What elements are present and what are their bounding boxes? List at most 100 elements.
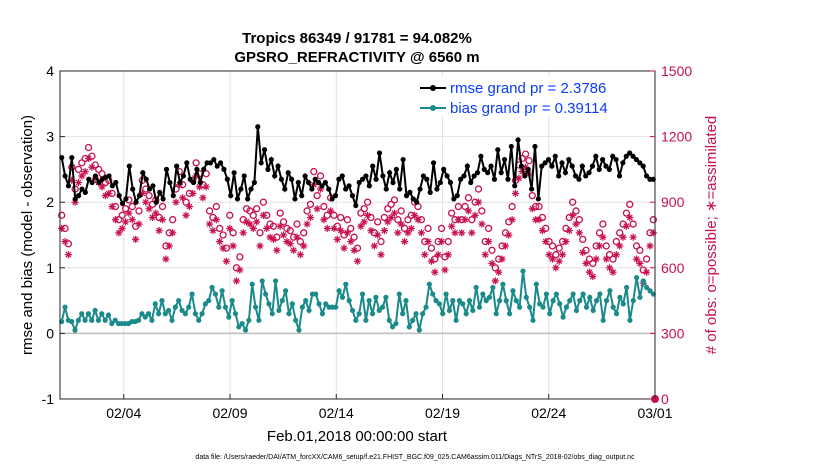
bias-point: [166, 307, 172, 314]
bias-point: [262, 291, 269, 297]
asterisk-stroke: [196, 183, 203, 190]
assimilated-obs-marker: [142, 198, 150, 206]
y-tick-label: 4: [46, 63, 54, 79]
asterisk-stroke: [243, 218, 250, 225]
possible-obs-marker: [612, 237, 620, 246]
assimilated-obs-marker: [249, 224, 257, 233]
rmse-point: [217, 160, 224, 166]
assimilated-obs-marker: [562, 237, 570, 246]
asterisk-stroke: [364, 212, 371, 219]
possible-obs-marker: [300, 229, 308, 237]
rmse-point: [414, 199, 420, 205]
assimilated-obs-marker: [179, 194, 187, 202]
asterisk-stroke: [253, 218, 260, 225]
bias-point: [366, 298, 372, 304]
asterisk-stroke: [146, 205, 153, 212]
possible-obs-marker: [579, 235, 587, 244]
asterisk-stroke: [576, 229, 583, 236]
asterisk-stroke: [210, 227, 216, 234]
legend: rmse grand pr = 2.3786 bias grand pr = 0…: [416, 76, 649, 117]
rmse-point: [610, 153, 616, 159]
bias-point: [620, 301, 626, 307]
possible-obs-marker: [320, 202, 328, 211]
rmse-point: [620, 160, 626, 166]
assimilated-obs-marker: [602, 255, 610, 263]
rmse-point: [322, 179, 328, 186]
possible-obs-marker: [474, 185, 483, 193]
rmse-point: [593, 153, 599, 159]
bias-point: [356, 311, 362, 317]
assimilated-obs-marker: [538, 227, 546, 235]
rmse-point: [387, 170, 393, 176]
assimilated-obs-marker: [98, 183, 106, 191]
bias-point: [323, 301, 329, 307]
asterisk-stroke: [603, 256, 610, 262]
rmse-point: [427, 189, 433, 195]
rmse-point: [282, 186, 288, 192]
bias-point: [383, 294, 389, 300]
assimilated-obs-marker: [582, 259, 590, 268]
asterisk-stroke: [300, 242, 307, 249]
possible-obs-marker: [296, 237, 305, 246]
bias-point: [109, 320, 115, 327]
bias-point: [573, 307, 580, 314]
bias-point: [82, 317, 88, 323]
y-tick-label: 1: [46, 260, 54, 276]
rmse-point: [566, 156, 572, 163]
rmse-point: [312, 176, 318, 182]
possible-obs-marker: [609, 255, 617, 263]
assimilated-obs-marker: [542, 237, 550, 246]
rmse-point: [630, 153, 636, 159]
rmse-point: [623, 153, 629, 159]
asterisk-stroke: [552, 264, 559, 271]
assimilated-obs-marker: [199, 194, 207, 202]
obs-count-layer: [58, 143, 659, 403]
assimilated-obs-marker: [501, 242, 510, 250]
bias-point: [306, 307, 312, 314]
y-tick-label: 0: [46, 325, 54, 341]
possible-obs-marker: [158, 202, 167, 211]
rmse-point: [146, 186, 153, 192]
bias-point: [296, 327, 302, 333]
possible-obs-marker: [595, 229, 604, 237]
assimilated-obs-marker: [185, 202, 194, 211]
bias-point: [286, 311, 292, 317]
possible-obs-marker: [145, 191, 153, 200]
assimilated-obs-marker: [619, 233, 627, 241]
assimilated-obs-marker: [313, 205, 321, 213]
asterisk-stroke: [512, 190, 519, 197]
bias-point: [379, 304, 386, 310]
asterisk-stroke: [579, 249, 586, 256]
assimilated-obs-marker: [296, 251, 304, 259]
bias-point: [523, 294, 529, 300]
assimilated-obs-marker: [448, 222, 456, 230]
legend-rmse-marker: [430, 85, 436, 91]
assimilated-obs-marker: [165, 242, 173, 250]
rmse-point: [613, 156, 619, 163]
rmse-point: [339, 173, 345, 179]
assimilated-obs-marker: [390, 209, 399, 217]
asterisk-stroke: [226, 225, 233, 232]
possible-obs-marker: [444, 237, 452, 246]
asterisk-stroke: [347, 238, 354, 245]
asterisk-stroke: [401, 238, 408, 245]
bias-point: [436, 301, 442, 307]
asterisk-stroke: [260, 212, 267, 219]
assimilated-obs-marker: [347, 237, 355, 246]
asterisk-stroke: [431, 269, 438, 276]
asterisk-stroke: [246, 221, 253, 228]
bias-point: [587, 294, 593, 300]
asterisk-stroke: [462, 216, 469, 223]
series-layer: [59, 124, 656, 333]
y-right-tick-label: 0: [661, 391, 669, 407]
rmse-point: [458, 176, 464, 182]
assimilated-obs-marker: [84, 154, 93, 163]
rmse-point: [309, 186, 315, 192]
possible-obs-marker: [74, 165, 83, 174]
assimilated-obs-marker: [505, 231, 513, 239]
asterisk-stroke: [125, 210, 132, 217]
assimilated-obs-marker: [111, 216, 120, 224]
possible-obs-marker: [572, 207, 580, 215]
assimilated-obs-marker: [64, 251, 73, 259]
possible-obs-marker: [616, 229, 624, 237]
